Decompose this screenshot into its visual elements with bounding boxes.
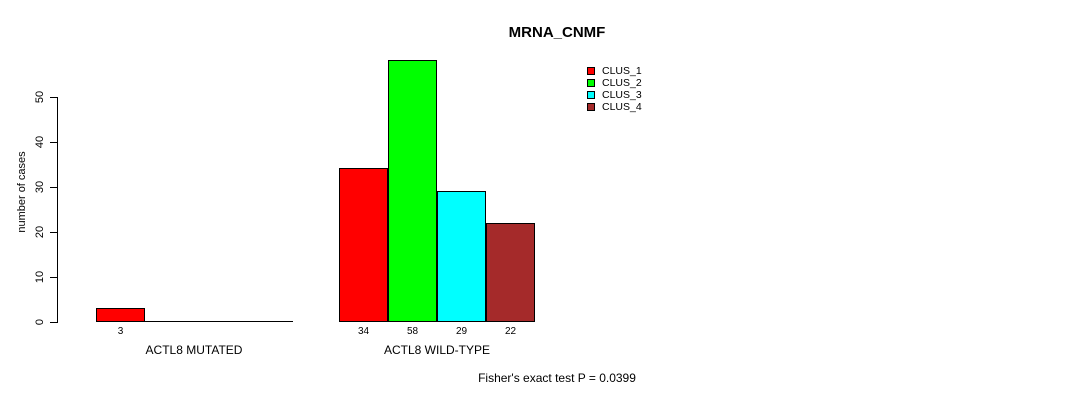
y-axis-tick-label: 40 [34, 135, 46, 149]
legend-label: CLUS_2 [602, 77, 642, 89]
y-axis-tick-label: 30 [34, 180, 46, 194]
y-axis-tick [50, 187, 57, 188]
bar-clus_1 [96, 308, 145, 322]
legend-row: CLUS_2 [587, 77, 642, 89]
bar-clus_2 [388, 60, 437, 322]
bar-clus_3 [437, 191, 486, 322]
stat-annotation: Fisher's exact test P = 0.0399 [478, 371, 636, 385]
y-axis-line [57, 97, 58, 323]
legend-swatch-clus_4 [587, 103, 595, 111]
x-category-label: ACTL8 WILD-TYPE [383, 343, 491, 357]
legend-label: CLUS_3 [602, 89, 642, 101]
legend-swatch-clus_2 [587, 79, 595, 87]
y-axis-tick-label: 10 [34, 270, 46, 284]
y-axis-tick [50, 322, 57, 323]
zero-height-bar [145, 321, 195, 322]
bar-value-label: 3 [117, 326, 124, 337]
bar-value-label: 22 [504, 326, 517, 337]
x-category-label: ACTL8 MUTATED [145, 343, 243, 357]
legend-swatch-clus_1 [587, 67, 595, 75]
zero-height-bar [243, 321, 293, 322]
legend-swatch-clus_3 [587, 91, 595, 99]
chart-title: MRNA_CNMF [508, 24, 606, 41]
y-axis-tick [50, 142, 57, 143]
legend: CLUS_1 CLUS_2 CLUS_3 CLUS_4 [587, 65, 642, 113]
legend-label: CLUS_4 [602, 101, 642, 113]
y-axis-tick-label: 50 [34, 90, 46, 104]
bar-value-label: 34 [357, 326, 370, 337]
y-axis-label: number of cases [16, 151, 28, 233]
legend-row: CLUS_1 [587, 65, 642, 77]
bar-clus_1 [339, 168, 388, 322]
y-axis-tick [50, 277, 57, 278]
y-axis-tick-label: 0 [34, 318, 46, 326]
y-axis-tick [50, 232, 57, 233]
bar-value-label: 29 [455, 326, 468, 337]
legend-label: CLUS_1 [602, 65, 642, 77]
zero-height-bar [194, 321, 244, 322]
legend-row: CLUS_3 [587, 89, 642, 101]
y-axis-tick-label: 20 [34, 225, 46, 239]
y-axis-tick [50, 97, 57, 98]
legend-row: CLUS_4 [587, 101, 642, 113]
bar-clus_4 [486, 223, 535, 322]
bar-value-label: 58 [406, 326, 419, 337]
